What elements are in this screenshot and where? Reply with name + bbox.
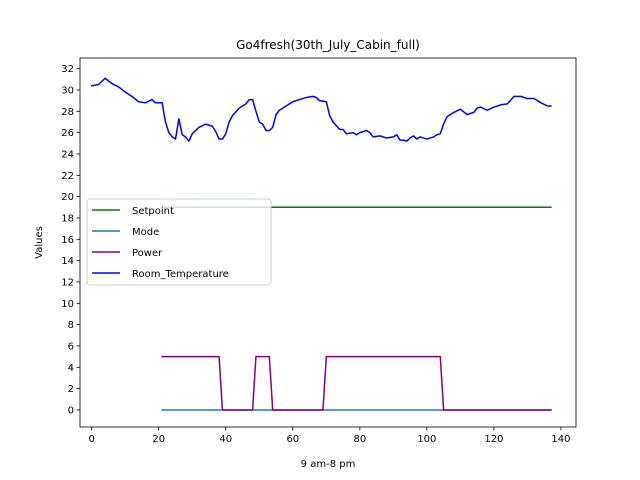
legend-label-mode: Mode [132,227,159,238]
x-axis-label: 9 am-8 pm [301,459,356,470]
x-tick-label: 100 [417,434,436,445]
legend-box [86,198,272,286]
y-axis-label: Values [34,226,45,259]
y-tick-label: 30 [61,85,74,96]
x-tick-label: 0 [89,434,95,445]
legend-label-room-temperature: Room_Temperature [132,269,229,280]
x-axis: 0 20 40 60 80 100 120 140 [89,427,570,445]
plot-frame [79,57,577,428]
y-tick-label: 22 [61,171,74,182]
y-tick-label: 16 [61,235,74,246]
y-tick-label: 2 [68,384,74,395]
legend-label-setpoint: Setpoint [132,206,174,217]
series-line-power [161,355,552,411]
x-tick-label: 40 [219,434,232,445]
y-tick-label: 14 [61,256,74,267]
y-tick-label: 0 [68,405,74,416]
x-tick-label: 60 [286,434,299,445]
x-tick-label: 140 [551,434,570,445]
x-tick-label: 80 [353,434,366,445]
legend-label-power: Power [132,248,163,259]
y-tick-label: 8 [68,320,74,331]
y-tick-label: 4 [68,363,74,374]
y-tick-label: 28 [61,107,74,118]
x-tick-label: 20 [152,434,165,445]
y-tick-label: 12 [61,277,74,288]
y-tick-label: 32 [61,64,74,75]
y-tick-label: 20 [61,192,74,203]
legend: Setpoint Mode Power Room_Temperature [86,198,272,286]
x-tick-label: 120 [484,434,503,445]
y-tick-label: 6 [68,341,74,352]
y-tick-label: 18 [61,213,74,224]
series-line-room-temperature [90,77,552,142]
y-tick-label: 24 [61,149,74,160]
y-tick-label: 26 [61,128,74,139]
chart-title: Go4fresh(30th_July_Cabin_full) [236,38,420,52]
y-tick-label: 10 [61,299,74,310]
